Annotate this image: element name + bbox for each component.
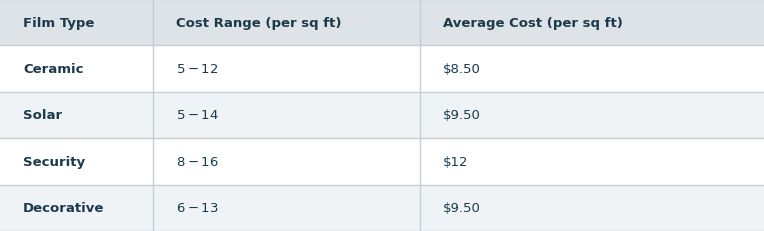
Text: $12: $12 bbox=[443, 155, 468, 168]
Bar bbox=[0, 139, 764, 185]
Text: Decorative: Decorative bbox=[23, 201, 105, 214]
Bar bbox=[0, 46, 764, 92]
Text: Film Type: Film Type bbox=[23, 17, 94, 30]
Bar bbox=[0, 185, 764, 231]
Text: $5 - $14: $5 - $14 bbox=[176, 109, 219, 122]
Text: $9.50: $9.50 bbox=[443, 109, 481, 122]
Text: $9.50: $9.50 bbox=[443, 201, 481, 214]
Text: $6 - $13: $6 - $13 bbox=[176, 201, 219, 214]
Text: Ceramic: Ceramic bbox=[23, 63, 83, 76]
Bar bbox=[0, 92, 764, 139]
Text: $8.50: $8.50 bbox=[443, 63, 481, 76]
Text: Cost Range (per sq ft): Cost Range (per sq ft) bbox=[176, 17, 342, 30]
Bar bbox=[0, 0, 764, 46]
Text: Solar: Solar bbox=[23, 109, 62, 122]
Text: Average Cost (per sq ft): Average Cost (per sq ft) bbox=[443, 17, 623, 30]
Text: $5 - $12: $5 - $12 bbox=[176, 63, 218, 76]
Text: Security: Security bbox=[23, 155, 85, 168]
Text: $8 - $16: $8 - $16 bbox=[176, 155, 219, 168]
